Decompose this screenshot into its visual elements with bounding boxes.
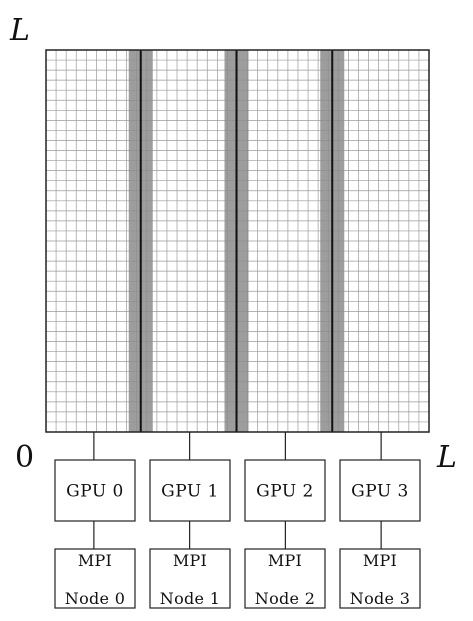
- mpi-node-label-line2: Node 3: [350, 589, 410, 608]
- mpi-node-label-line1: MPI: [363, 551, 397, 570]
- mpi-node-box: [339, 548, 421, 609]
- gpu-boxes: GPU 0 GPU 1 GPU 2 GPU 3: [54, 459, 421, 522]
- mpi-node-label-line1: MPI: [173, 551, 207, 570]
- mpi-node-box: [54, 548, 136, 609]
- mpi-node-box: [149, 548, 231, 609]
- mpi-node-label-line2: Node 0: [65, 589, 125, 608]
- gpu-label: GPU 3: [351, 482, 409, 502]
- gpu-box: [339, 459, 421, 522]
- mpi-node-label-line2: Node 1: [160, 589, 220, 608]
- mpi-node-label-line2: Node 2: [255, 589, 315, 608]
- mpi-node-boxes: MPI Node 0 MPI Node 1 MPI Node 2 MPI Node 3: [54, 548, 421, 609]
- gpu-box: [149, 459, 231, 522]
- gpu-label: GPU 1: [161, 482, 219, 502]
- mpi-node-label-line1: MPI: [78, 551, 112, 570]
- lattice-grid: [46, 50, 429, 432]
- mpi-node-box: [244, 548, 326, 609]
- y-axis-top-label: L: [9, 13, 30, 48]
- origin-label: 0: [15, 440, 34, 475]
- mpi-node-label-line1: MPI: [268, 551, 302, 570]
- gpu-box: [54, 459, 136, 522]
- lattice-border: [45, 49, 430, 433]
- x-axis-right-label: L: [436, 440, 457, 475]
- connectors: [93, 432, 382, 549]
- gpu-label: GPU 0: [66, 482, 124, 502]
- gpu-box: [244, 459, 326, 522]
- gpu-label: GPU 2: [256, 482, 314, 502]
- partition-dividers: [139, 50, 334, 432]
